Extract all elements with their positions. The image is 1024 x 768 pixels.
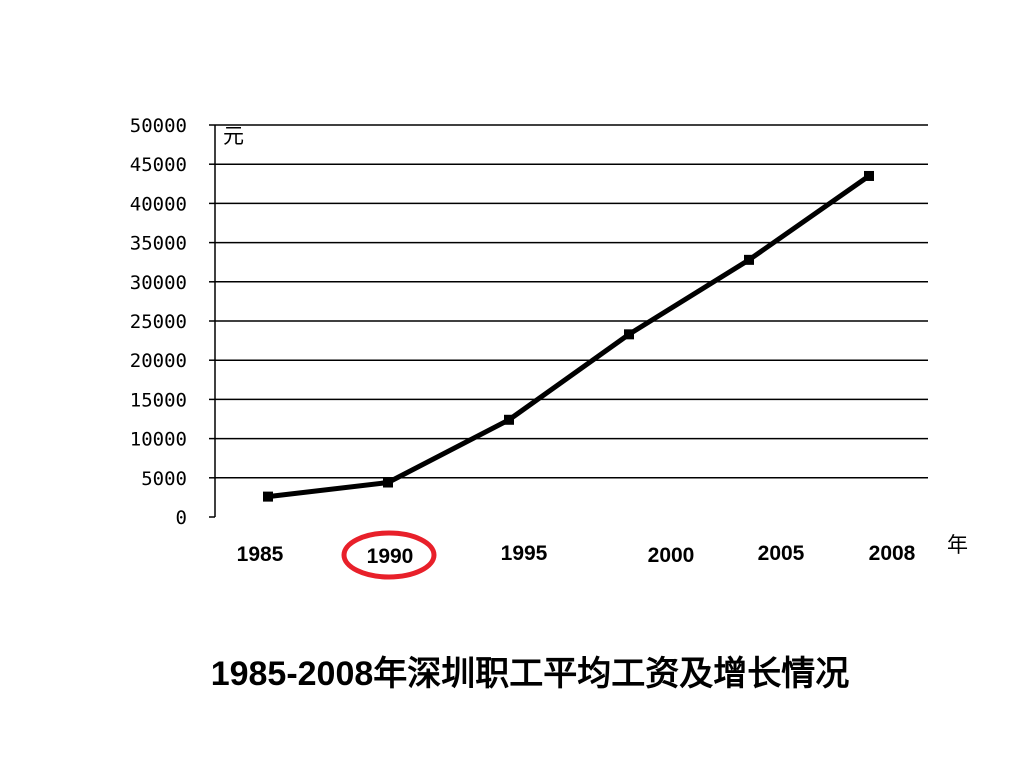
x-axis-unit-label: 年 bbox=[947, 533, 968, 557]
y-tick-label: 50000 bbox=[130, 115, 187, 137]
y-tick-label: 35000 bbox=[130, 233, 187, 255]
highlight-circle-1990 bbox=[341, 530, 437, 580]
x-tick-label: 1995 bbox=[501, 542, 548, 565]
y-tick-label: 5000 bbox=[141, 468, 187, 490]
series-line bbox=[267, 173, 871, 500]
data-point bbox=[263, 491, 273, 502]
y-tick-label: 20000 bbox=[130, 350, 187, 372]
series-markers bbox=[263, 170, 874, 502]
x-tick-label: 2005 bbox=[758, 542, 805, 565]
y-tick-label: 45000 bbox=[130, 154, 187, 176]
y-tick-label: 40000 bbox=[130, 193, 187, 215]
x-axis-ticks: 1985 1990 1995 2000 2005 2008 bbox=[237, 542, 916, 568]
data-point bbox=[383, 477, 393, 488]
y-axis-ticks: 0 5000 10000 15000 20000 25000 30000 35000 40000… bbox=[130, 115, 215, 529]
x-tick-label: 2000 bbox=[648, 544, 695, 567]
data-point bbox=[504, 414, 514, 425]
y-tick-label: 0 bbox=[176, 507, 187, 529]
y-tick-label: 15000 bbox=[130, 389, 187, 411]
chart-title: 1985-2008年深圳职工平均工资及增长情况 bbox=[211, 655, 850, 693]
y-tick-label: 10000 bbox=[130, 429, 187, 451]
data-point bbox=[744, 254, 754, 265]
y-tick-label: 25000 bbox=[130, 311, 187, 333]
y-tick-label: 30000 bbox=[130, 272, 187, 294]
data-point bbox=[624, 329, 634, 340]
data-point bbox=[864, 170, 874, 181]
y-axis-unit-label: 元 bbox=[223, 124, 244, 148]
x-tick-label: 1990 bbox=[367, 545, 414, 568]
x-tick-label: 1985 bbox=[237, 543, 284, 566]
grid-lines bbox=[215, 124, 928, 479]
x-tick-label: 2008 bbox=[869, 542, 916, 565]
